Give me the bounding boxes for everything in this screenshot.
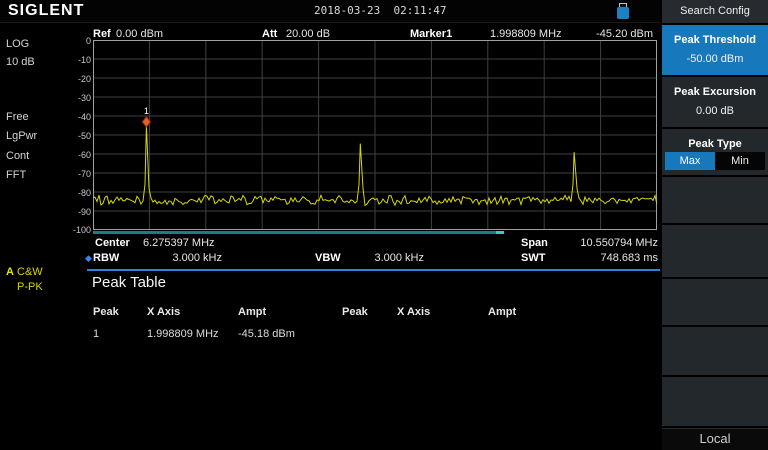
col-header-ampt-2: Ampt bbox=[488, 306, 517, 318]
peak-table-title: Peak Table bbox=[92, 274, 166, 291]
rbw-value: 3.000 kHz bbox=[172, 252, 222, 264]
softkey-blank-2[interactable] bbox=[662, 225, 768, 277]
softkey-blank-3[interactable] bbox=[662, 279, 768, 325]
center-freq-value: 6.275397 MHz bbox=[143, 237, 215, 249]
sweep-mode-label: Cont bbox=[6, 150, 30, 162]
y-tick-10: -10 bbox=[77, 55, 91, 65]
col-header-peak-2: Peak bbox=[342, 306, 368, 318]
y-tick-40: -40 bbox=[77, 112, 91, 122]
fft-label: FFT bbox=[6, 169, 27, 181]
datetime-display: 2018-03-23 02:11:47 bbox=[314, 4, 447, 17]
marker-1-number: 1 bbox=[144, 106, 149, 116]
scale-div-label: 10 dB bbox=[6, 56, 35, 68]
marker-amplitude: -45.20 dBm bbox=[596, 28, 653, 40]
trace-a-status: A C&W bbox=[6, 266, 43, 278]
peak-type-label: Peak Type bbox=[688, 138, 742, 150]
marker-frequency: 1.998809 MHz bbox=[490, 28, 562, 40]
preamp-label: LgPwr bbox=[6, 130, 38, 142]
detector-status: P-PK bbox=[17, 281, 43, 293]
peak-type-softkey[interactable]: Peak Type Max Min bbox=[662, 129, 768, 175]
softkey-blank-4[interactable] bbox=[662, 327, 768, 375]
local-status[interactable]: Local bbox=[662, 428, 768, 450]
span-value: 10.550794 MHz bbox=[580, 237, 658, 249]
peak-row-ampt: -45.18 dBm bbox=[238, 328, 295, 340]
rbw-coupled-icon: ◆ bbox=[85, 253, 92, 263]
vbw-label: VBW bbox=[315, 252, 341, 264]
spectrum-plot: 1 bbox=[93, 40, 657, 234]
siglent-logo: SIGLENT bbox=[8, 2, 85, 19]
menu-title: Search Config bbox=[662, 0, 768, 23]
peak-table-separator bbox=[87, 269, 662, 271]
y-tick-20: -20 bbox=[77, 74, 91, 84]
y-tick-0: 0 bbox=[85, 36, 91, 46]
peak-type-min-option[interactable]: Min bbox=[715, 152, 765, 170]
marker-label: Marker1 bbox=[410, 28, 453, 40]
peak-threshold-label: Peak Threshold bbox=[674, 34, 756, 46]
att-label: Att bbox=[262, 28, 278, 40]
ref-value: 0.00 dBm bbox=[116, 28, 164, 40]
y-tick-70: -70 bbox=[77, 169, 91, 179]
col-header-xaxis-1: X Axis bbox=[147, 306, 181, 318]
peak-excursion-value: 0.00 dB bbox=[696, 105, 734, 117]
peak-excursion-label: Peak Excursion bbox=[674, 86, 756, 98]
center-freq-label: Center bbox=[95, 237, 130, 249]
peak-excursion-softkey[interactable]: Peak Excursion 0.00 dB bbox=[662, 77, 768, 127]
col-header-xaxis-2: X Axis bbox=[397, 306, 431, 318]
peak-row-freq: 1.998809 MHz bbox=[147, 328, 219, 340]
y-tick-90: -90 bbox=[77, 207, 91, 217]
top-status-bar: SIGLENT 2018-03-23 02:11:47 bbox=[0, 0, 660, 23]
usb-drive-icon bbox=[617, 3, 629, 20]
softkey-panel: Search Config Peak Threshold -50.00 dBm … bbox=[660, 0, 768, 450]
ref-label: Ref bbox=[93, 28, 111, 40]
col-header-peak-1: Peak bbox=[93, 306, 119, 318]
usb-plug-icon bbox=[619, 3, 627, 7]
y-tick-100: -100 bbox=[72, 225, 91, 235]
rbw-label: RBW bbox=[93, 252, 120, 264]
usb-body-icon bbox=[617, 7, 629, 19]
trace-a-letter: A bbox=[6, 266, 14, 278]
trace-a-mode: C&W bbox=[17, 266, 43, 278]
marker-1-diamond-icon bbox=[141, 116, 152, 128]
y-tick-80: -80 bbox=[77, 188, 91, 198]
y-tick-60: -60 bbox=[77, 150, 91, 160]
vbw-value: 3.000 kHz bbox=[374, 252, 424, 264]
softkey-blank-5[interactable] bbox=[662, 377, 768, 426]
softkey-blank-1[interactable] bbox=[662, 177, 768, 223]
peak-type-toggle: Max Min bbox=[665, 152, 765, 170]
y-tick-50: -50 bbox=[77, 131, 91, 141]
trigger-mode-label: Free bbox=[6, 111, 29, 123]
peak-type-max-option[interactable]: Max bbox=[665, 152, 715, 170]
att-value: 20.00 dB bbox=[286, 28, 331, 40]
span-label: Span bbox=[521, 237, 548, 249]
swt-label: SWT bbox=[521, 252, 546, 264]
col-header-ampt-1: Ampt bbox=[238, 306, 267, 318]
peak-threshold-value: -50.00 dBm bbox=[686, 53, 744, 65]
y-tick-30: -30 bbox=[77, 93, 91, 103]
peak-threshold-softkey[interactable]: Peak Threshold -50.00 dBm bbox=[662, 25, 768, 75]
amplitude-scale-label: LOG bbox=[6, 38, 30, 50]
swt-value: 748.683 ms bbox=[600, 252, 658, 264]
peak-row-number: 1 bbox=[93, 328, 100, 340]
